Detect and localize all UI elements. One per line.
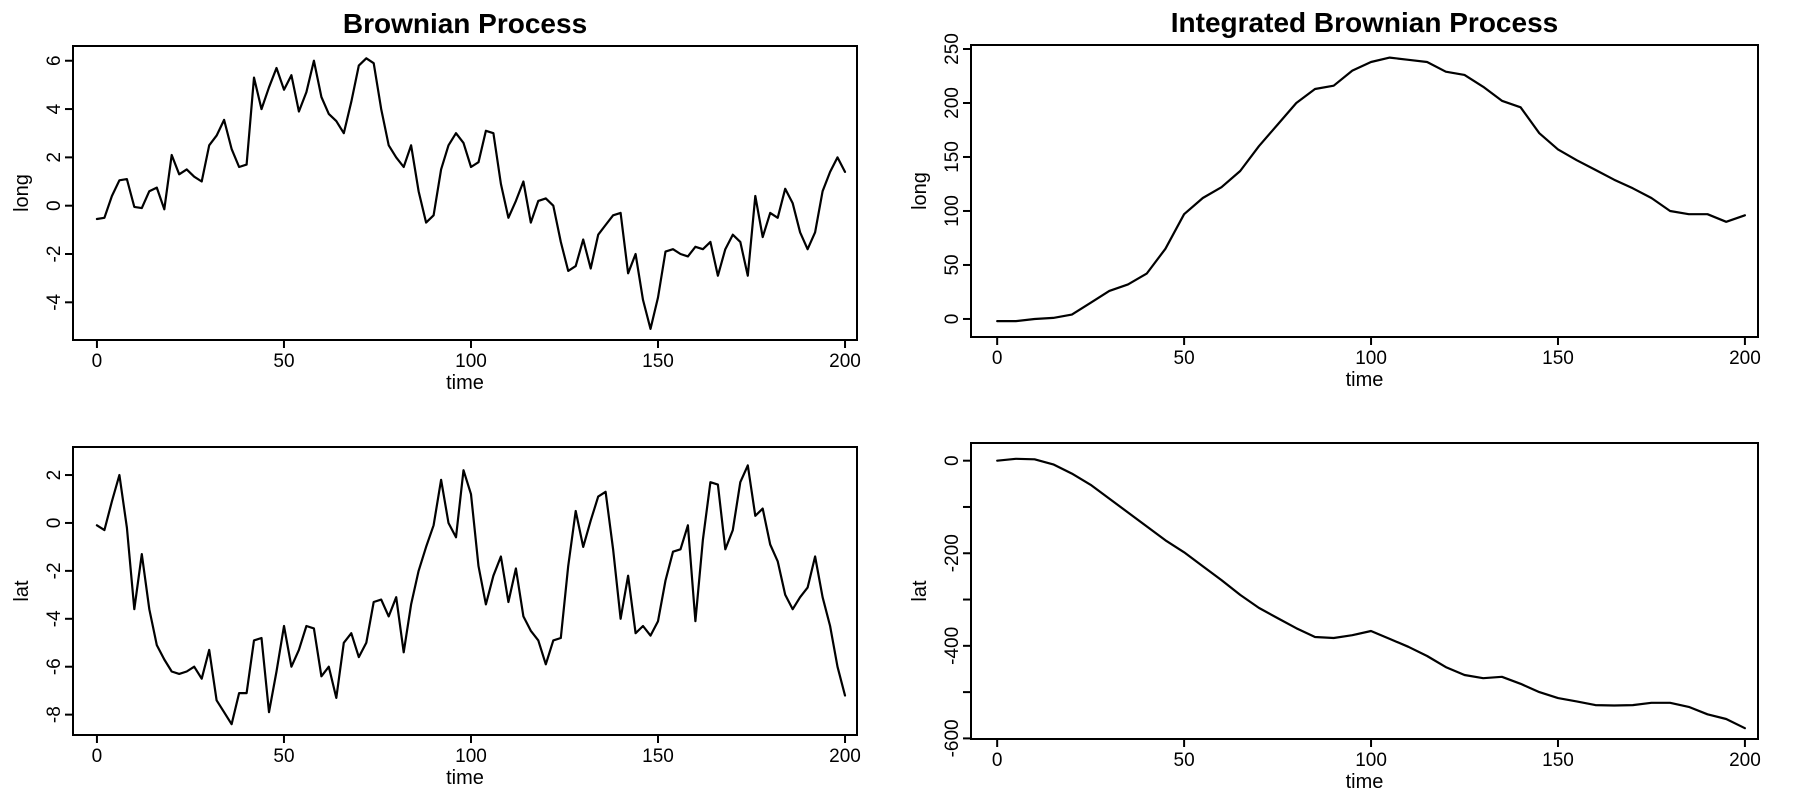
x-tick-label: 100: [1355, 750, 1387, 771]
x-tick-label: 0: [992, 750, 1003, 771]
plot-box: [72, 446, 858, 736]
series-line: [996, 56, 1747, 323]
y-tick-label: 6: [44, 55, 65, 66]
x-tick-label: 200: [829, 351, 861, 372]
x-tick-label: 200: [829, 746, 861, 767]
y-tick-label: -2: [44, 562, 65, 579]
y-tick-label: 2: [44, 152, 65, 163]
y-tick-label: -600: [942, 719, 963, 757]
x-tick-label: 100: [1355, 348, 1387, 369]
y-tick-label: 50: [942, 254, 963, 275]
x-tick-label: 150: [642, 351, 674, 372]
plot-box: [72, 45, 858, 341]
y-tick-label: 250: [942, 33, 963, 65]
plot-box: [970, 44, 1759, 338]
y-axis-title: long: [909, 172, 931, 210]
y-axis-title: lat: [11, 580, 33, 602]
x-axis-title: time: [446, 372, 484, 394]
x-tick-label: 150: [1542, 348, 1574, 369]
y-tick-label: 100: [942, 195, 963, 227]
x-tick-label: 150: [642, 746, 674, 767]
y-tick-label: 2: [44, 470, 65, 481]
x-tick-label: 100: [455, 746, 487, 767]
y-tick-label: -200: [942, 534, 963, 572]
y-tick-label: 150: [942, 141, 963, 173]
y-axis-title: long: [11, 174, 33, 212]
y-tick-label: -400: [942, 627, 963, 665]
x-tick-label: 0: [92, 746, 103, 767]
x-tick-label: 50: [273, 351, 294, 372]
x-axis-title: time: [1346, 771, 1384, 793]
x-tick-label: 150: [1542, 750, 1574, 771]
y-tick-label: 200: [942, 87, 963, 119]
x-tick-label: 100: [455, 351, 487, 372]
y-tick-label: 0: [44, 200, 65, 211]
plot-title: Integrated Brownian Process: [1171, 7, 1558, 38]
y-tick-label: -6: [44, 658, 65, 675]
y-tick-label: -2: [44, 246, 65, 263]
x-tick-label: 200: [1729, 348, 1761, 369]
y-tick-label: 0: [942, 455, 963, 466]
y-tick-label: -4: [44, 293, 65, 310]
x-tick-label: 200: [1729, 750, 1761, 771]
y-tick-label: -4: [44, 610, 65, 627]
y-tick-label: -8: [44, 706, 65, 723]
x-tick-label: 0: [992, 348, 1003, 369]
x-tick-label: 50: [273, 746, 294, 767]
x-tick-label: 0: [92, 351, 103, 372]
y-tick-label: 0: [942, 314, 963, 325]
x-tick-label: 50: [1174, 750, 1195, 771]
y-tick-label: 0: [44, 518, 65, 529]
x-axis-title: time: [446, 767, 484, 789]
x-tick-label: 50: [1174, 348, 1195, 369]
y-tick-label: 4: [44, 103, 65, 114]
series-line: [95, 464, 847, 726]
plot-box: [970, 442, 1759, 740]
series-line: [95, 57, 847, 330]
y-axis-title: lat: [909, 580, 931, 602]
series-line: [996, 457, 1747, 730]
plot-title: Brownian Process: [343, 8, 587, 39]
x-axis-title: time: [1346, 369, 1384, 391]
